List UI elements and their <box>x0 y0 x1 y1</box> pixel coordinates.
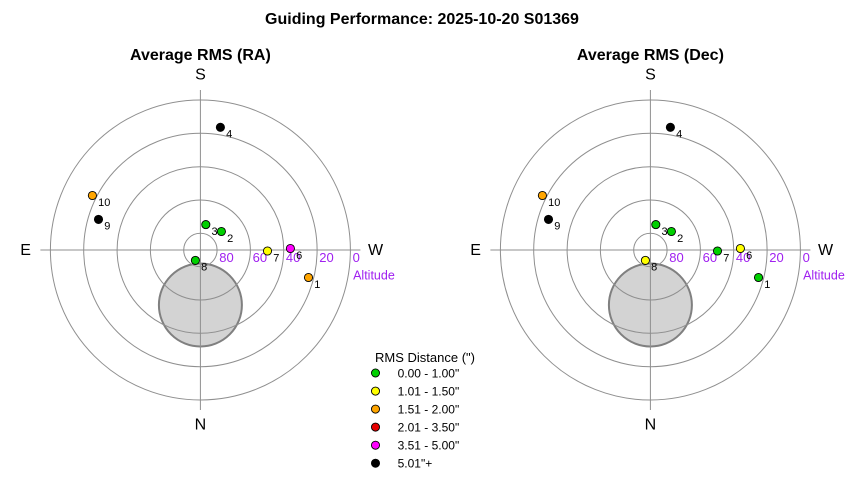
svg-text:8: 8 <box>201 262 207 274</box>
svg-text:40: 40 <box>736 250 750 265</box>
svg-text:Average RMS (Dec): Average RMS (Dec) <box>577 47 724 64</box>
svg-text:W: W <box>368 242 384 259</box>
svg-text:1: 1 <box>764 279 770 291</box>
svg-text:4: 4 <box>676 129 682 141</box>
svg-text:N: N <box>645 417 657 434</box>
svg-text:80: 80 <box>669 250 683 265</box>
svg-text:20: 20 <box>319 250 333 265</box>
svg-text:6: 6 <box>746 250 752 262</box>
svg-text:S: S <box>645 67 656 84</box>
svg-text:0.00 - 1.00": 0.00 - 1.00" <box>398 366 460 380</box>
svg-text:0: 0 <box>803 250 810 265</box>
svg-text:7: 7 <box>273 252 279 264</box>
svg-text:Guiding Performance: 2025-10-2: Guiding Performance: 2025-10-20 S01369 <box>265 11 579 28</box>
svg-text:3: 3 <box>662 226 668 238</box>
svg-text:80: 80 <box>219 250 233 265</box>
svg-text:Average RMS (RA): Average RMS (RA) <box>130 47 271 64</box>
svg-text:1: 1 <box>314 279 320 291</box>
svg-text:2: 2 <box>227 233 233 245</box>
svg-text:10: 10 <box>98 197 110 209</box>
svg-text:6: 6 <box>296 250 302 262</box>
svg-text:E: E <box>20 242 31 259</box>
svg-text:3: 3 <box>212 226 218 238</box>
svg-text:W: W <box>818 242 834 259</box>
svg-text:N: N <box>195 417 207 434</box>
svg-text:60: 60 <box>253 250 267 265</box>
svg-text:E: E <box>470 242 481 259</box>
svg-text:10: 10 <box>548 197 560 209</box>
svg-text:5.01"+: 5.01"+ <box>398 457 433 471</box>
svg-text:0: 0 <box>353 250 360 265</box>
svg-text:7: 7 <box>723 252 729 264</box>
svg-text:60: 60 <box>703 250 717 265</box>
svg-text:Altitude: Altitude <box>353 268 395 282</box>
svg-text:2.01 - 3.50": 2.01 - 3.50" <box>398 420 460 434</box>
svg-text:1.51 - 2.00": 1.51 - 2.00" <box>398 402 460 416</box>
svg-text:9: 9 <box>104 221 110 233</box>
svg-text:S: S <box>195 67 206 84</box>
svg-text:20: 20 <box>769 250 783 265</box>
svg-text:RMS Distance ("): RMS Distance (") <box>375 350 475 365</box>
svg-text:40: 40 <box>286 250 300 265</box>
svg-text:2: 2 <box>677 233 683 245</box>
svg-text:3.51 - 5.00": 3.51 - 5.00" <box>398 439 460 453</box>
svg-text:4: 4 <box>226 129 232 141</box>
svg-text:8: 8 <box>651 262 657 274</box>
svg-text:Altitude: Altitude <box>803 268 845 282</box>
svg-text:1.01 - 1.50": 1.01 - 1.50" <box>398 384 460 398</box>
svg-text:9: 9 <box>554 221 560 233</box>
